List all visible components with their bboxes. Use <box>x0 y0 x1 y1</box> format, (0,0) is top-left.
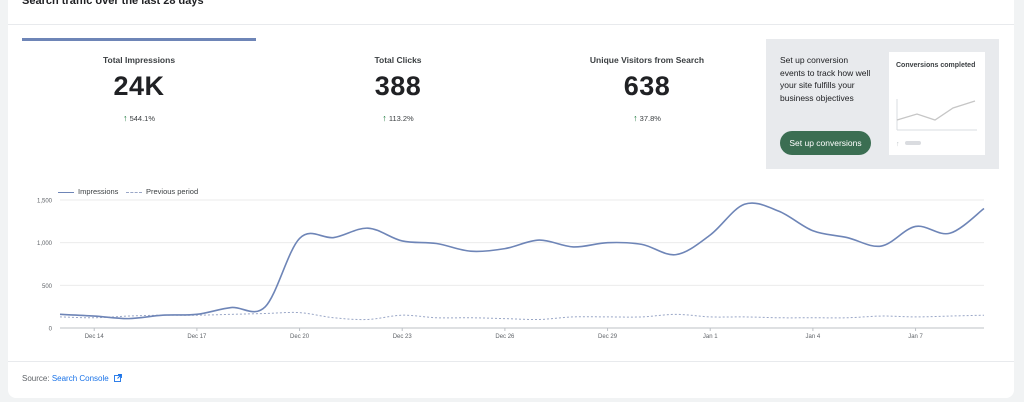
metric-unique-visitors[interactable]: Unique Visitors from Search 638 ↑ 37.8% <box>530 38 764 138</box>
source-prefix: Source: <box>22 374 50 383</box>
metric-change: ↑ 37.8% <box>530 113 764 123</box>
metric-change-value: 544.1% <box>129 114 156 123</box>
search-console-link-label: Search Console <box>51 374 109 383</box>
arrow-up-icon: ↑ <box>382 113 387 123</box>
x-tick-label: Jan 1 <box>703 334 718 340</box>
metric-label: Total Impressions <box>102 55 176 65</box>
preview-line-illustration: ↑ <box>896 99 977 148</box>
metric-change-value: 113.2% <box>388 114 414 123</box>
legend-swatch-solid <box>58 192 74 193</box>
legend-swatch-dashed <box>126 192 142 193</box>
card-footer: Source: Search Console <box>8 361 1014 398</box>
legend-label: Previous period <box>146 187 199 196</box>
legend-item-previous[interactable]: Previous period <box>126 187 198 196</box>
impressions-chart: Impressions Previous period 1,500 1,000 50… <box>8 180 1014 350</box>
external-link-icon <box>114 374 122 382</box>
legend-label: Impressions <box>78 187 119 196</box>
metric-value: 24K <box>113 71 165 101</box>
y-tick-label: 1,000 <box>37 241 53 247</box>
x-tick-label: Dec 23 <box>393 334 413 340</box>
series-line-impressions <box>59 202 985 320</box>
y-tick-label: 1,500 <box>37 199 53 205</box>
metric-change: ↑ 113.2% <box>281 113 515 123</box>
x-tick-label: Jan 4 <box>806 334 821 340</box>
metric-value: 388 <box>374 71 422 101</box>
arrow-up-icon: ↑ <box>633 113 638 123</box>
conversions-preview-card: Conversions completed ↑ <box>889 52 985 155</box>
card-header: Search traffic over the last 28 days <box>8 0 1014 25</box>
promo-text: Set up conversion events to track how we… <box>780 55 871 103</box>
conversions-promo: Set up conversion events to track how we… <box>766 39 999 169</box>
metric-total-clicks[interactable]: Total Clicks 388 ↑ 113.2% <box>281 38 515 138</box>
x-tick-label: Dec 17 <box>187 334 207 340</box>
legend-item-impressions[interactable]: Impressions <box>58 187 118 196</box>
search-console-link[interactable]: Search Console <box>52 374 122 383</box>
mini-placeholder-bar <box>905 141 921 145</box>
x-tick-label: Dec 14 <box>85 334 105 340</box>
mini-card-title: Conversions completed <box>896 62 976 69</box>
metric-change: ↑ 544.1% <box>22 113 256 123</box>
metric-total-impressions[interactable]: Total Impressions 24K ↑ 544.1% <box>22 38 256 138</box>
x-tick-label: Dec 20 <box>290 334 310 340</box>
x-tick-label: Dec 29 <box>598 334 618 340</box>
card-title: Search traffic over the last 28 days <box>22 0 204 7</box>
y-tick-label: 0 <box>49 327 53 333</box>
search-traffic-card: Search traffic over the last 28 days Tot… <box>8 0 1014 398</box>
arrow-up-icon: ↑ <box>122 113 128 123</box>
chart-plot: 1,500 1,000 500 0 Dec 14 Dec 17 Dec 20 Dec 23 De… <box>37 199 985 340</box>
mini-arrow-up-icon: ↑ <box>896 141 900 148</box>
x-tick-label: Dec 26 <box>495 334 515 340</box>
source-line: Source: Search Console <box>22 374 122 383</box>
y-tick-label: 500 <box>42 284 53 290</box>
metric-value: 638 <box>623 71 671 101</box>
metric-label: Unique Visitors from Search <box>589 55 705 65</box>
metric-change-value: 37.8% <box>639 114 661 123</box>
metrics-row: Total Impressions 24K ↑ 544.1% Total Cli… <box>22 38 765 138</box>
metric-label: Total Clicks <box>374 55 422 65</box>
x-tick-label: Jan 7 <box>908 334 923 340</box>
set-up-conversions-button[interactable]: Set up conversions <box>780 131 871 155</box>
